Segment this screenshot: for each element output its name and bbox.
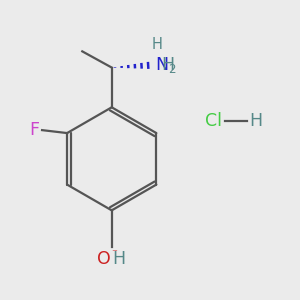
Text: ⁻: ⁻ [111, 249, 117, 259]
Text: H: H [249, 112, 262, 130]
Text: H: H [152, 37, 163, 52]
Text: Cl: Cl [205, 112, 222, 130]
Text: H: H [161, 56, 175, 74]
Text: 2: 2 [168, 62, 176, 76]
Text: H: H [112, 250, 126, 268]
Text: N: N [155, 56, 168, 74]
Text: F: F [30, 121, 40, 139]
Text: O: O [97, 250, 110, 268]
